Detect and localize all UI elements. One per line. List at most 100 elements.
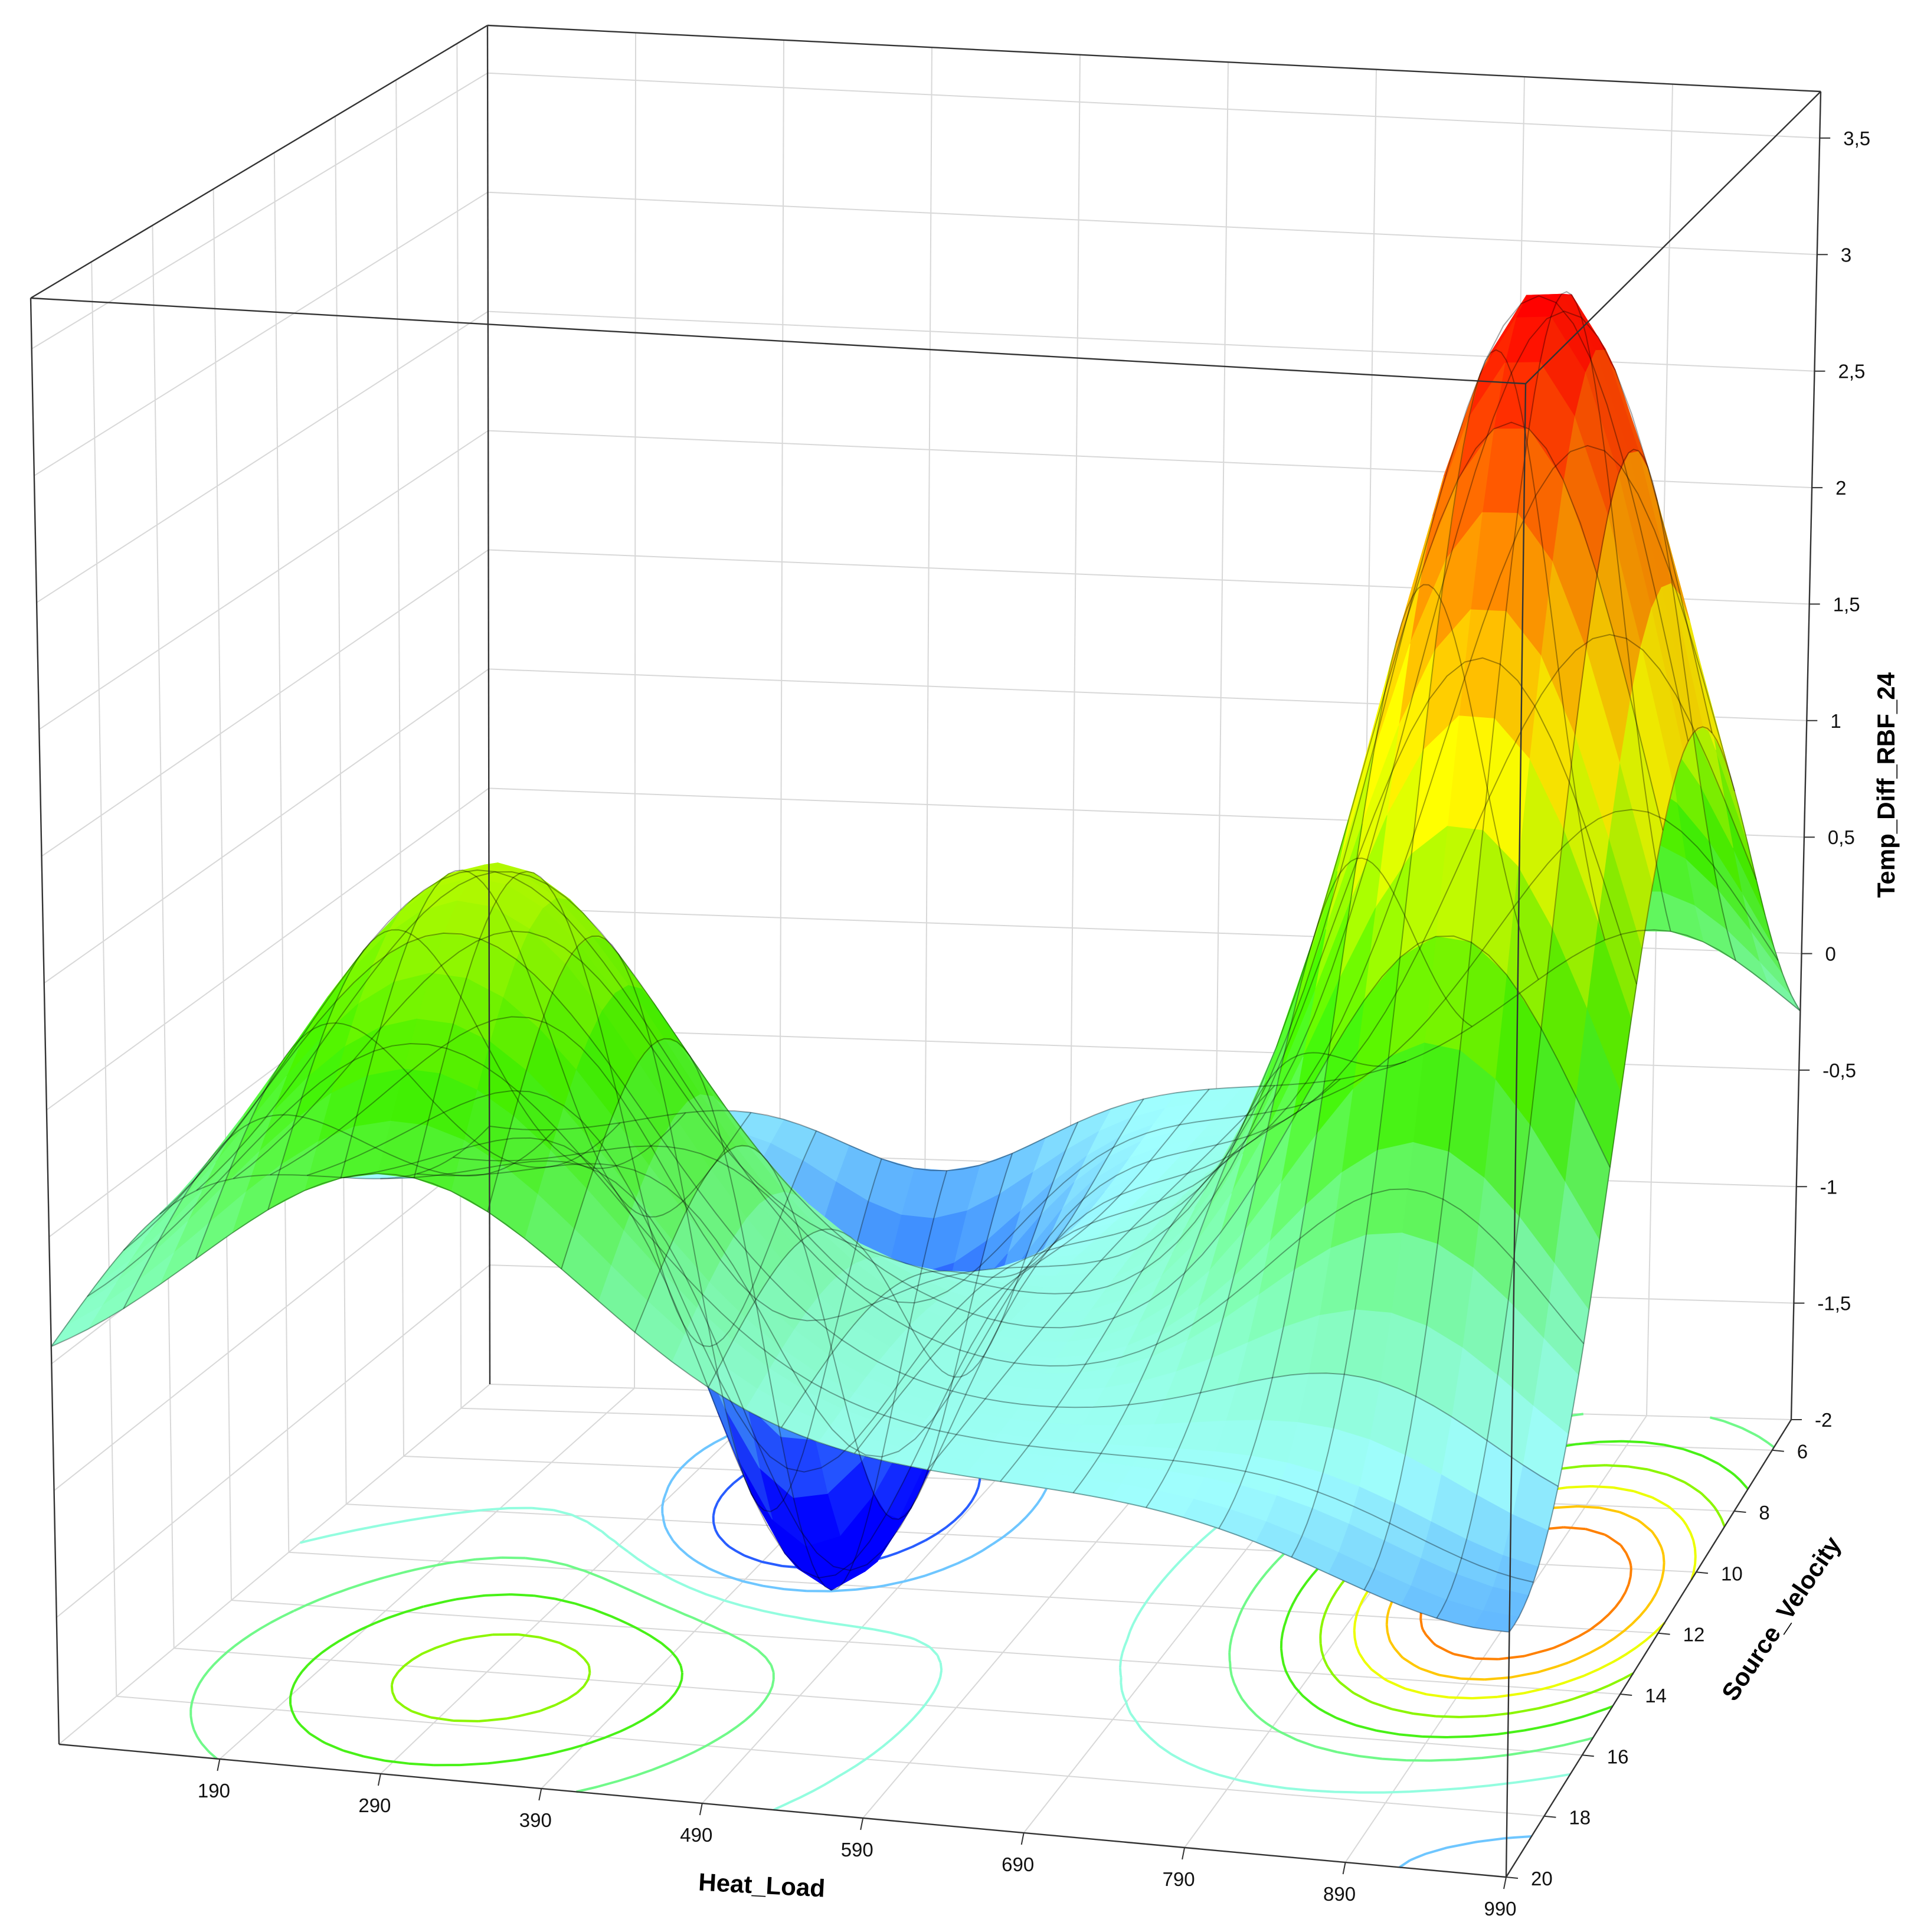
box-edge (58, 1743, 1507, 1878)
mesh-line (233, 657, 1637, 1294)
y-tick-mark (1506, 1877, 1519, 1879)
mesh-line (123, 1114, 555, 1309)
z-tick-label: 0,5 (1828, 826, 1855, 848)
y-tick-label: 18 (1569, 1807, 1591, 1829)
x-tick-label: 690 (1002, 1853, 1034, 1875)
x-tick-mark (217, 1758, 221, 1771)
box-edge (486, 25, 491, 1385)
mesh-line (417, 633, 1757, 1458)
x-tick-label: 890 (1323, 1883, 1356, 1905)
z-tick-label: -0,5 (1822, 1060, 1856, 1081)
mesh-line (708, 1122, 1079, 1388)
wall-gridline (212, 189, 232, 1601)
y-tick-label: 20 (1531, 1868, 1553, 1889)
x-tick-mark (1503, 1877, 1507, 1889)
box-edge (1505, 383, 1527, 1878)
x-tick-label: 590 (841, 1839, 873, 1861)
mesh-line (306, 295, 1689, 1473)
mesh-line (51, 1173, 1510, 1633)
x-tick-label: 990 (1484, 1898, 1516, 1920)
mesh-line (781, 1099, 1144, 1428)
contour-line (189, 1413, 1775, 1793)
box-edge (1505, 1419, 1792, 1878)
y-tick-label: 8 (1759, 1502, 1769, 1524)
x-tick-label: 790 (1163, 1868, 1195, 1890)
x-tick-mark (538, 1788, 542, 1801)
y-tick-mark (1544, 1815, 1556, 1818)
mesh-line (380, 444, 1736, 1571)
z-tick-label: 3,5 (1843, 128, 1870, 149)
box-edge (487, 24, 1821, 93)
box-edge (1525, 91, 1821, 384)
y-tick-label: 14 (1645, 1685, 1667, 1707)
mesh-line (270, 421, 1664, 1322)
box-edge (30, 297, 1526, 385)
mesh-line (1436, 449, 1736, 1619)
mesh-line (1363, 290, 1671, 1590)
wall-gridline (152, 225, 175, 1649)
x-tick-mark (377, 1773, 381, 1786)
x-tick-mark (1342, 1862, 1346, 1875)
x-tick-mark (1020, 1832, 1025, 1845)
wall-gridline (395, 80, 404, 1457)
z-tick-label: 0 (1825, 943, 1836, 965)
z-tick-label: 1,5 (1833, 593, 1860, 615)
bounding-box (30, 24, 1822, 1878)
x-axis-title: Heat_Load (698, 1868, 826, 1902)
z-tick-label: -1,5 (1817, 1293, 1851, 1315)
z-tick-label: -2 (1815, 1409, 1832, 1431)
mesh-line (927, 1085, 1275, 1470)
floor-gridline (219, 1387, 635, 1760)
y-tick-mark (1582, 1754, 1594, 1757)
y-tick-mark (1696, 1571, 1709, 1574)
y-axis-title: Source_Velocity (1716, 1531, 1847, 1706)
mesh-line (1000, 1078, 1341, 1482)
z-tick-label: 1 (1830, 710, 1841, 732)
z-tick-label: 2,5 (1838, 361, 1865, 383)
y-tick-label: 12 (1683, 1624, 1705, 1646)
x-tick-mark (860, 1817, 864, 1830)
z-tick-label: 2 (1835, 477, 1846, 499)
mesh-line (1072, 1052, 1406, 1493)
wall-gridline (91, 261, 117, 1696)
surface-patch (51, 1306, 102, 1347)
mesh-line (159, 869, 1585, 1367)
x-tick-label: 190 (198, 1780, 230, 1802)
mesh-line (1146, 857, 1473, 1508)
mesh-line (50, 1126, 490, 1347)
mesh-line (340, 869, 752, 1218)
y-tick-mark (1772, 1449, 1784, 1452)
box-edge (30, 298, 60, 1745)
mesh-line (413, 871, 817, 1348)
wall-gridline (456, 43, 462, 1408)
mesh-line (1509, 726, 1801, 1633)
z-axis-title: Temp_Diff_RBF_24 (1872, 672, 1900, 898)
mesh-line (453, 809, 1779, 1304)
contour-line (300, 1408, 1570, 1811)
x-tick-mark (699, 1803, 703, 1816)
x-tick-mark (1182, 1847, 1186, 1860)
box-edge (1790, 91, 1822, 1420)
floor-gridline (289, 1551, 1658, 1634)
mesh-line (853, 1088, 1210, 1454)
y-tick-mark (1620, 1694, 1632, 1696)
y-tick-mark (1734, 1511, 1746, 1513)
wall-gridline (273, 152, 290, 1552)
mesh-line (123, 932, 1559, 1487)
x-tick-label: 490 (680, 1824, 712, 1846)
mesh-line (87, 1042, 1534, 1583)
mesh-line (1291, 349, 1606, 1558)
y-tick-mark (1658, 1632, 1670, 1635)
mesh-line (196, 871, 1611, 1329)
mesh-line (267, 929, 686, 1210)
y-tick-label: 6 (1797, 1441, 1808, 1463)
floor-gridline (231, 1600, 1621, 1695)
floor-gridline (174, 1647, 1582, 1756)
mesh-line (561, 1038, 948, 1591)
x-tick-label: 390 (519, 1809, 552, 1831)
mesh-line (195, 1022, 621, 1260)
floor-gridline (116, 1695, 1545, 1817)
mesh-line (1218, 584, 1539, 1529)
box-edge (30, 24, 488, 299)
